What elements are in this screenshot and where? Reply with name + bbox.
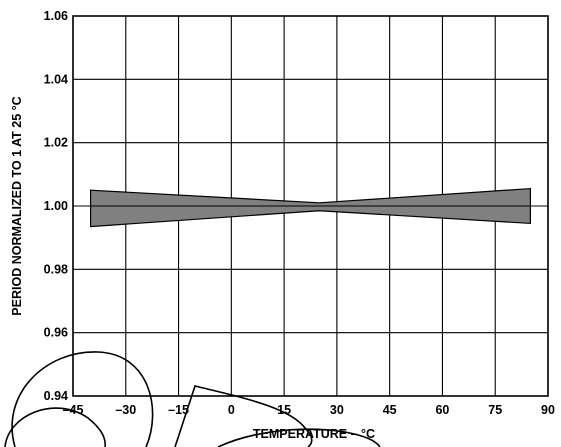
tolerance-band [89, 187, 532, 228]
freehand-stroke-small-arc [4, 407, 106, 447]
freehand-strokes [4, 351, 381, 447]
band-layer [89, 187, 532, 228]
y-tick-label: 0.96 [44, 326, 68, 340]
y-tick-labels: 0.94 0.96 0.98 1.00 1.02 1.04 1.06 [44, 9, 68, 403]
x-tick-label: 45 [383, 403, 397, 417]
x-tick-label: –30 [115, 403, 136, 417]
x-tick-label: 75 [488, 403, 502, 417]
y-tick-label: 1.06 [44, 9, 68, 23]
y-tick-label: 1.04 [44, 72, 68, 86]
x-tick-label: –15 [168, 403, 189, 417]
freehand-stroke-large-arc [11, 351, 154, 447]
x-tick-label: 0 [228, 403, 235, 417]
y-tick-label: 1.02 [44, 136, 68, 150]
y-tick-label: 0.94 [44, 389, 68, 403]
x-tick-label: 60 [435, 403, 449, 417]
plot-frame [72, 15, 549, 397]
x-tick-labels: –45 –30 –15 0 15 30 45 60 75 90 [63, 403, 555, 417]
y-tick-label: 0.98 [44, 262, 68, 276]
x-axis-label: TEMPERATURE – °C [253, 427, 375, 441]
freehand-stroke-right [217, 428, 381, 447]
x-tick-label: 30 [330, 403, 344, 417]
freehand-stroke-middle [174, 385, 313, 447]
y-axis-label: PERIOD NORMALIZED TO 1 AT 25 °C [10, 96, 24, 315]
y-tick-label: 1.00 [44, 199, 68, 213]
x-tick-label: 90 [541, 403, 555, 417]
